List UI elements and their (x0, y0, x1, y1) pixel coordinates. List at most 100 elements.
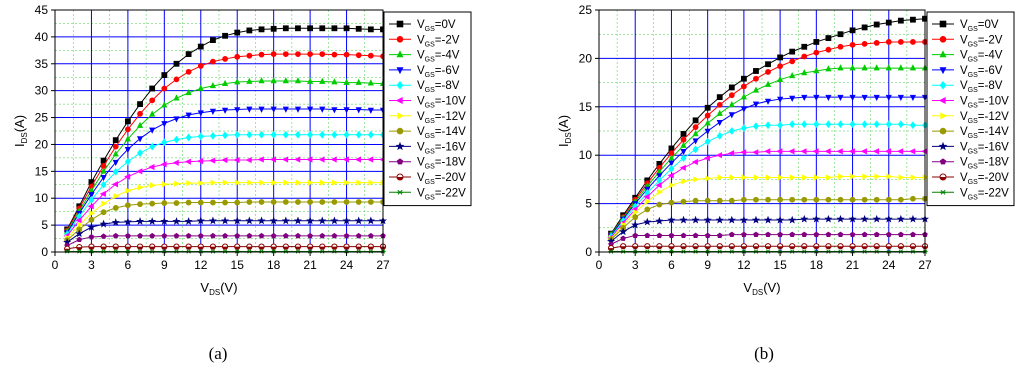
data-point (160, 161, 167, 168)
data-point (185, 68, 192, 75)
data-point (149, 110, 156, 117)
data-point (173, 232, 180, 239)
legend-item: VGS=-12V (389, 111, 466, 125)
data-point (368, 232, 374, 239)
data-point (897, 120, 904, 129)
data-point (258, 130, 265, 139)
data-point (257, 216, 266, 225)
data-point (873, 120, 880, 129)
data-point (367, 107, 374, 114)
legend-item: VGS=-2V (932, 34, 1003, 48)
x-tick-label: 18 (810, 258, 824, 272)
data-point (692, 130, 699, 137)
data-point (789, 71, 796, 79)
legend-label: VGS=-6V (960, 65, 1003, 79)
caption-b: (b) (754, 344, 774, 363)
data-point (813, 49, 820, 56)
data-point (124, 157, 131, 166)
data-point (740, 75, 747, 82)
data-point (185, 112, 192, 119)
data-point (354, 156, 362, 163)
data-point (896, 214, 905, 223)
data-point (848, 148, 855, 155)
data-point (727, 150, 735, 157)
data-point (909, 121, 916, 130)
data-point (234, 130, 241, 139)
data-point (657, 188, 664, 196)
legend-marker (939, 158, 947, 165)
data-point (209, 243, 217, 250)
y-tick-label: 30 (35, 84, 49, 98)
data-point (283, 179, 290, 186)
data-point (655, 182, 662, 189)
data-point (319, 77, 326, 84)
data-point (789, 120, 796, 129)
data-point (632, 209, 640, 216)
data-point (282, 232, 289, 239)
data-point (667, 215, 676, 224)
data-point (656, 232, 663, 238)
x-tick-label: 9 (704, 258, 711, 272)
y-tick-label: 10 (579, 148, 593, 162)
data-point (716, 197, 723, 204)
data-point (136, 121, 144, 128)
data-point (765, 231, 771, 237)
data-point (667, 172, 674, 179)
data-point (355, 78, 362, 85)
data-point (825, 231, 832, 237)
data-point (307, 199, 314, 205)
data-point (161, 249, 167, 254)
data-point (319, 232, 326, 239)
data-point (221, 216, 230, 225)
data-point (246, 199, 253, 205)
data-point (837, 120, 844, 129)
data-point (668, 164, 675, 173)
data-point (728, 84, 735, 91)
data-point (909, 148, 916, 155)
data-point (197, 232, 204, 239)
data-point (739, 215, 748, 224)
data-point (161, 232, 168, 239)
data-point (681, 178, 688, 185)
data-point (861, 40, 868, 47)
series-6 (63, 156, 386, 239)
data-point (801, 43, 808, 50)
data-point (703, 155, 710, 162)
data-point (355, 107, 362, 114)
legend-label: VGS=-20V (960, 172, 1009, 186)
legend-item: VGS=-8V (389, 80, 460, 94)
legend-item: VGS=-14V (389, 126, 466, 140)
data-point (861, 94, 868, 101)
data-point (740, 83, 747, 90)
data-point (716, 232, 723, 238)
data-point (149, 142, 156, 151)
legend-label: VGS=-10V (417, 96, 466, 110)
data-point (75, 229, 84, 238)
data-point (813, 39, 820, 45)
data-point (752, 149, 759, 156)
data-point (692, 124, 699, 131)
y-tick-label: 40 (35, 30, 49, 44)
series-11 (64, 243, 387, 252)
data-point (185, 243, 192, 250)
data-point (715, 152, 723, 159)
series-12 (64, 249, 386, 254)
data-point (777, 54, 784, 61)
y-tick-label: 20 (579, 51, 593, 65)
x-tick-label: 21 (303, 258, 317, 272)
data-point (813, 243, 820, 250)
data-point (368, 249, 374, 254)
data-point (100, 180, 107, 189)
data-point (788, 215, 797, 224)
data-point (173, 60, 180, 67)
data-point (88, 192, 95, 199)
y-tick-label: 25 (35, 111, 49, 125)
legend-item: VGS=-6V (389, 65, 460, 79)
data-point (356, 179, 363, 186)
data-point (246, 52, 253, 59)
data-point (295, 25, 301, 32)
data-point (307, 249, 313, 254)
data-point (318, 156, 325, 163)
data-point (343, 78, 350, 85)
data-point (283, 249, 289, 254)
